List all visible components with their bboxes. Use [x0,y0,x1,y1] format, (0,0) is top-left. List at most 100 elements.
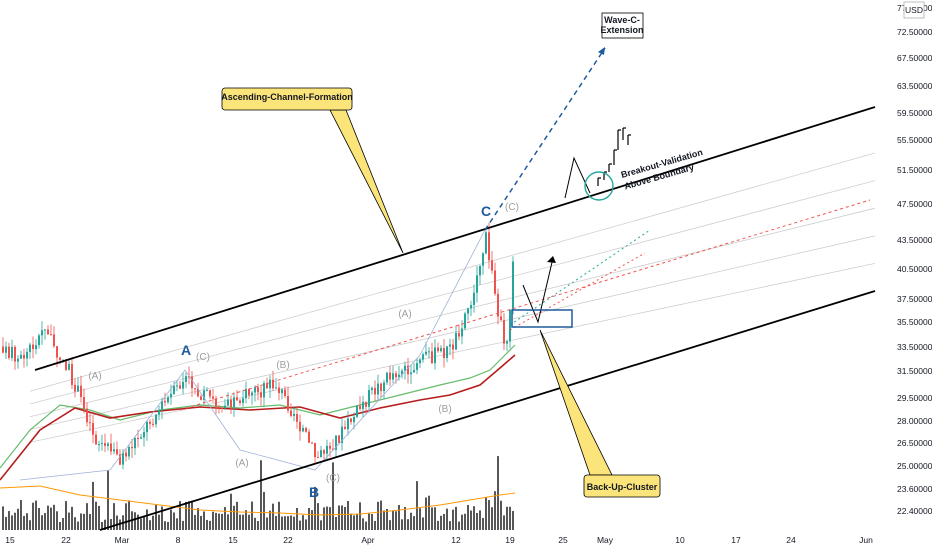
candle-body [83,397,85,409]
volume-bar [26,513,28,530]
volume-bar [392,510,394,530]
volume-bar [62,518,64,530]
candle-body [467,308,469,314]
candle-body [374,387,376,395]
candle-body [170,393,172,398]
candle-body [119,454,121,465]
candle-body [329,445,331,449]
candle-body [380,383,382,392]
volume-bar [494,491,496,530]
volume-bar [314,486,316,530]
candle-body [311,442,313,444]
volume-bar [434,507,436,530]
volume-bar [233,505,235,530]
volume-bar [50,507,52,530]
volume-bar [74,517,76,530]
volume-bar [425,497,427,530]
volume-bar [455,506,457,530]
candle-body [488,232,490,261]
currency-label: USD [905,5,923,15]
lower-channel-line [99,290,876,531]
candle-body [5,346,7,353]
volume-bar [140,518,142,530]
back-up-cluster-box [511,309,573,328]
volume-bar [431,507,433,530]
candle-body [476,275,478,293]
expected-path-line [522,257,554,324]
volume-bar [152,515,154,530]
volume-bar [335,516,337,530]
volume-bar [305,519,307,530]
candle-body [77,385,79,392]
extension-box [601,12,644,39]
candle-body [50,334,52,336]
volume-bar [458,521,460,530]
candle-body [506,341,508,344]
projection-lines [179,47,871,411]
candle-body [143,432,145,438]
candle-body [323,450,325,454]
ma-slow-line [0,354,516,481]
candle-body [161,400,163,411]
volume-bar [8,511,10,530]
candle-body [164,400,166,403]
ma-fast-line [0,344,516,469]
candle-body [419,359,421,364]
volume-bar [347,501,349,530]
moving-averages [0,344,516,516]
candle-body [500,316,502,321]
volume-bar [89,513,91,530]
volume-bar [326,506,328,530]
volume-bar [197,508,199,530]
channel-callout-pointer [329,109,404,254]
volume-bar [329,507,331,530]
volume-bar [512,511,514,530]
candle-body [185,376,187,382]
volume-bar [287,516,289,530]
upper-channel-line [34,106,876,371]
volume-bar [464,513,466,530]
volume-bar [257,521,259,530]
volume-bar [194,514,196,530]
volume-bar [125,503,127,530]
wave-c-extension-line [484,47,606,231]
volume-ma-line [0,485,516,516]
volume-bar [143,517,145,530]
candle-body [341,426,343,443]
candle-body [26,351,28,359]
candle-body [470,305,472,309]
candle-body [224,405,226,409]
y-tick-label: 23.60000 [897,484,932,494]
extension-text: Extension [600,25,643,35]
candle-body [92,422,94,435]
y-tick-label: 40.50000 [897,264,932,274]
candle-body [98,444,100,446]
candle-body [32,344,34,350]
volume-bar [11,515,13,530]
wave-label-minor: (A) [88,371,101,382]
candle-body [152,423,154,425]
volume-bar [107,470,109,530]
volume-bar [179,501,181,530]
candle-body [107,443,109,446]
candle-body [230,399,232,408]
candle-body [17,358,19,362]
volume-bar [218,513,220,530]
volume-bar [467,504,469,530]
candle-body [428,351,430,353]
candle-body [245,388,247,399]
volume-bar [149,520,151,530]
volume-bar [65,501,67,530]
y-tick-label: 26.50000 [897,438,932,448]
candle-body [122,452,124,465]
volume-bar [509,506,511,530]
x-tick-label: 22 [283,535,293,545]
volume-bar [134,512,136,530]
candle-body [338,435,340,443]
candle-body [179,385,181,389]
wave-label-minor: (B) [276,360,289,371]
volume-bar [191,500,193,530]
candle-body [362,401,364,410]
volume-bar [383,510,385,530]
